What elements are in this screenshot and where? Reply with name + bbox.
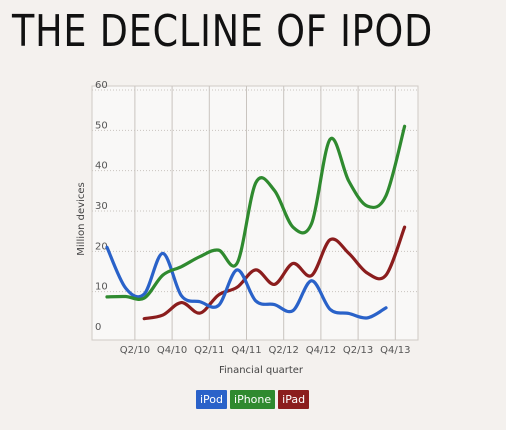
- legend-item-ipad: iPad: [278, 390, 310, 409]
- legend-item-ipod: iPod: [196, 390, 228, 409]
- chart-title: THE DECLINE OF IPOD: [12, 6, 434, 57]
- series-line-ipad: [142, 225, 407, 321]
- x-tick-label: Q4/13: [380, 345, 410, 356]
- y-tick-label: 40: [95, 161, 108, 172]
- y-axis-label: Million devices: [76, 182, 87, 255]
- y-tick-label: 30: [95, 201, 108, 212]
- x-tick-label: Q2/11: [194, 345, 224, 356]
- x-axis-label: Financial quarter: [219, 365, 304, 376]
- series-line-iphone: [105, 124, 407, 301]
- y-tick-label: 50: [95, 120, 108, 131]
- y-tick-label: 20: [95, 241, 108, 252]
- x-tick-label: Q2/12: [269, 345, 299, 356]
- y-tick-label: 10: [95, 282, 108, 293]
- x-tick-label: Q4/12: [306, 345, 336, 356]
- y-tick-label: 0: [95, 322, 101, 333]
- x-tick-label: Q4/10: [157, 345, 187, 356]
- x-tick-label: Q2/10: [120, 345, 150, 356]
- x-tick-label: Q4/11: [231, 345, 261, 356]
- y-tick-label: 60: [95, 80, 108, 91]
- x-tick-label: Q2/13: [343, 345, 373, 356]
- series-line-ipod: [105, 245, 388, 320]
- chart-legend: iPod iPhone iPad: [196, 390, 310, 409]
- legend-item-iphone: iPhone: [230, 390, 276, 409]
